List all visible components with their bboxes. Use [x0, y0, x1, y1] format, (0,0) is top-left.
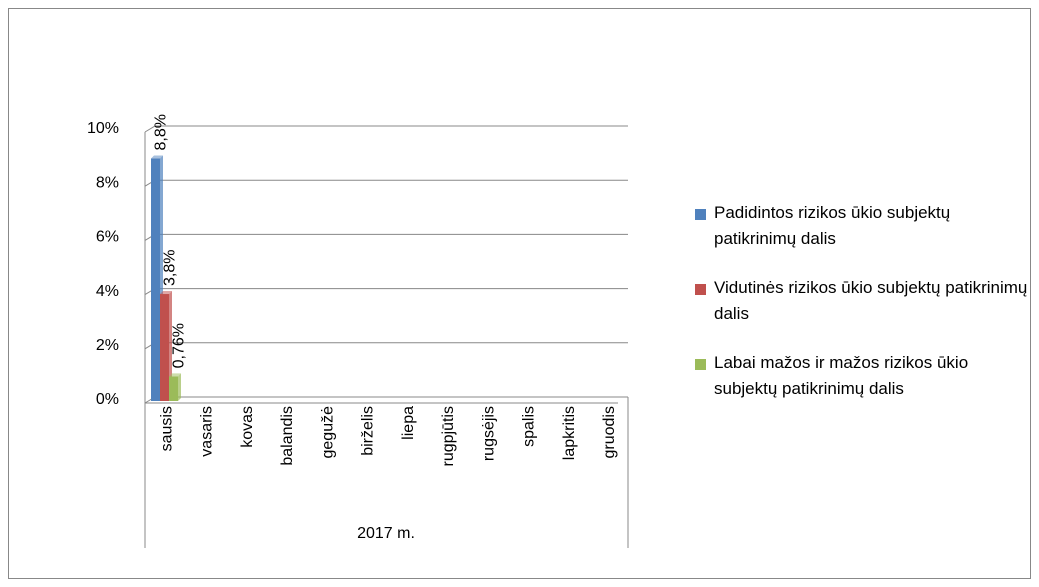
bar-top	[151, 155, 163, 159]
y-tick-label: 6%	[96, 229, 119, 246]
data-label: 8,8%	[153, 114, 170, 150]
bar-side	[169, 291, 172, 401]
x-tick-label: kovas	[239, 406, 256, 448]
x-tick-label: rugsėjis	[480, 406, 497, 461]
group-label: 2017 m.	[357, 525, 415, 542]
bar-top	[169, 373, 181, 377]
x-tick-label: birželis	[360, 406, 377, 456]
y-tick-label: 2%	[96, 337, 119, 354]
bar-top	[160, 291, 172, 295]
x-tick-label: gruodis	[601, 406, 618, 458]
x-tick-label: vasaris	[199, 406, 216, 457]
y-tick-label: 0%	[96, 391, 119, 408]
x-tick-label: liepa	[400, 406, 417, 440]
x-tick-label: sausis	[158, 406, 175, 451]
y-tick-label: 4%	[96, 283, 119, 300]
bar	[151, 158, 160, 401]
x-tick-label: balandis	[279, 406, 296, 466]
legend-swatch	[695, 284, 706, 295]
grid-line	[144, 125, 628, 133]
bar	[169, 376, 178, 401]
legend-swatch	[695, 209, 706, 220]
legend-label: Vidutinės rizikos ūkio subjektų patikrin…	[714, 278, 1028, 323]
legend-swatch	[695, 359, 706, 370]
x-tick-label: spalis	[521, 406, 538, 447]
legend-label: Padidintos rizikos ūkio subjektų patikri…	[714, 203, 951, 248]
data-label: 0,76%	[171, 323, 188, 368]
bar-side	[178, 373, 181, 401]
bar	[160, 294, 169, 401]
x-tick-label: lapkritis	[561, 406, 578, 460]
x-tick-label: gegužė	[319, 406, 336, 459]
y-tick-label: 8%	[96, 174, 119, 191]
x-tick-label: rugpjūtis	[440, 406, 457, 466]
y-tick-label: 10%	[87, 120, 119, 137]
legend-label: Labai mažos ir mažos rizikos ūkio subjek…	[714, 353, 969, 398]
data-label: 3,8%	[162, 250, 179, 286]
chart-border	[8, 8, 1031, 579]
